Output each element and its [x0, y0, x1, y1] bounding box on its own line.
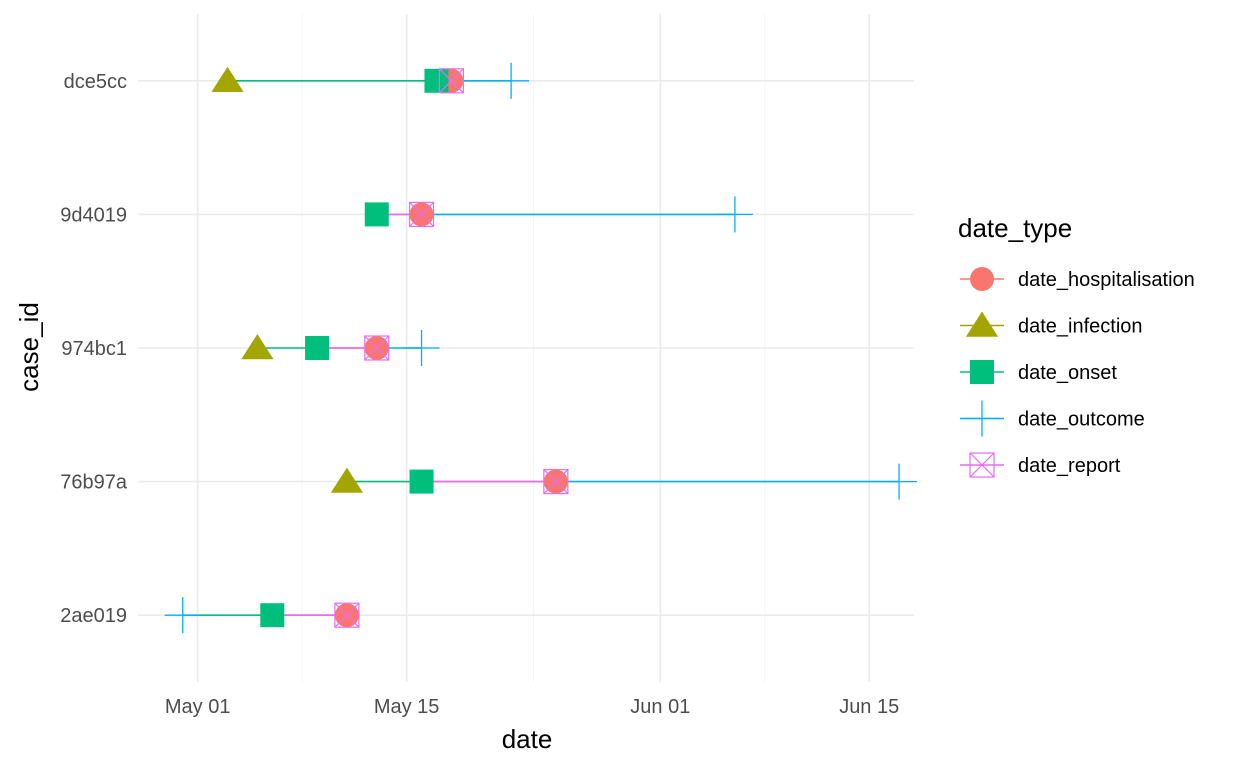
x-tick-label: Jun 15 [839, 696, 899, 718]
point-76b97a-date_infection [330, 467, 364, 493]
legend-key-square-cross-d2 [969, 452, 995, 478]
legend-label: date_outcome [1018, 409, 1145, 431]
point-dce5cc-date_onset [424, 68, 449, 93]
point-dce5cc-date_report-box [438, 68, 464, 94]
point-2ae019-date_outcome [164, 597, 201, 634]
point-974bc1-date_report-box [364, 335, 390, 361]
legend-key-plus [964, 400, 1000, 437]
legend-title: date_type [958, 213, 1072, 243]
y-tick-label: 974bc1 [61, 338, 127, 360]
legend-key-square [970, 360, 994, 384]
point-2ae019-date_report-d2 [334, 602, 360, 628]
y-tick-label: 2ae019 [60, 605, 127, 627]
point-dce5cc-date_infection [211, 66, 244, 92]
legend-label: date_onset [1018, 362, 1117, 384]
legend-key-square-cross [969, 452, 995, 478]
point-9d4019-date_onset [364, 202, 389, 227]
point-2ae019-date_report-box [334, 602, 360, 628]
point-76b97a-date_report [543, 469, 569, 495]
x-axis-tick-labels: May 01 May 15 Jun 01 Jun 15 [165, 696, 899, 718]
point-9d4019-date_report-box [408, 201, 435, 227]
point-76b97a-date_onset [409, 469, 434, 494]
legend: date_type date_hospitalisation date_infec… [958, 213, 1195, 478]
legend-label: date_hospitalisation [1018, 269, 1195, 291]
legend-key-triangle [965, 311, 999, 337]
y-tick-label: 9d4019 [60, 204, 127, 226]
legend-item-date_hospitalisation: date_hospitalisation [960, 267, 1195, 291]
timeline-points [164, 62, 918, 634]
legend-label: date_report [1018, 455, 1121, 477]
point-dce5cc-date_report-d2 [438, 68, 464, 94]
legend-key-circle [970, 267, 994, 291]
point-76b97a-date_report-d2 [543, 469, 569, 495]
point-76b97a-date_outcome [881, 463, 918, 500]
y-axis-title: case_id [14, 302, 44, 392]
legend-item-date_onset: date_onset [960, 360, 1117, 384]
point-2ae019-date_report [334, 602, 360, 628]
y-tick-label: dce5cc [64, 71, 127, 93]
point-9d4019-date_report-d2 [409, 201, 434, 227]
point-dce5cc-date_outcome [493, 62, 530, 99]
point-9d4019-date_outcome [716, 196, 753, 233]
legend-item-date_infection: date_infection [960, 311, 1143, 338]
point-dce5cc-date_report [438, 68, 464, 94]
point-76b97a-date_report-box [543, 469, 569, 495]
y-axis-tick-labels: dce5cc 9d4019 974bc1 76b97a 2ae019 [60, 71, 128, 627]
legend-key-square-cross-box [969, 452, 995, 478]
legend-item-date_outcome: date_outcome [960, 400, 1145, 437]
point-974bc1-date_onset [305, 336, 330, 360]
y-tick-label: 76b97a [60, 472, 128, 494]
point-9d4019-date_report [408, 201, 435, 227]
legend-items: date_hospitalisation date_infection date_o… [960, 267, 1195, 478]
x-axis-title: date [502, 724, 553, 754]
legend-label: date_infection [1018, 316, 1143, 338]
point-974bc1-date_infection [241, 334, 274, 360]
point-974bc1-date_report-d2 [364, 335, 390, 361]
point-2ae019-date_onset [260, 603, 285, 628]
point-974bc1-date_outcome [403, 330, 440, 366]
legend-item-date_report: date_report [960, 452, 1121, 478]
x-tick-label: Jun 01 [630, 696, 690, 718]
point-974bc1-date_report [364, 335, 390, 361]
x-tick-label: May 15 [374, 696, 440, 718]
x-tick-label: May 01 [165, 696, 231, 718]
